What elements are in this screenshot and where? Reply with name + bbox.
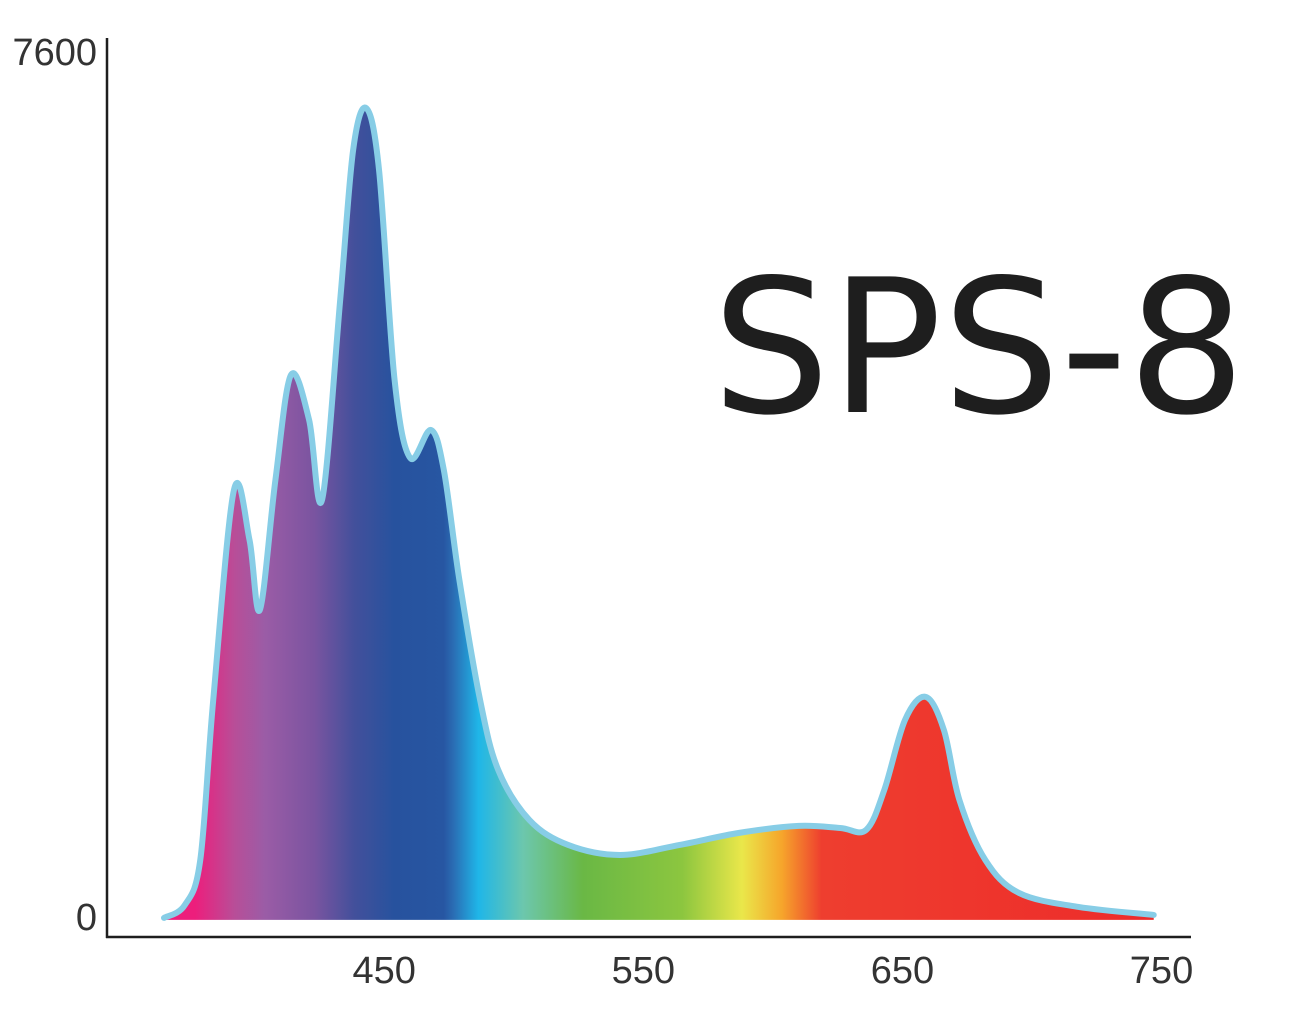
spectrum-line [161, 104, 1157, 921]
x-tick-label: 750 [1130, 950, 1193, 992]
y-tick-label: 7600 [12, 32, 97, 74]
x-tick-label: 650 [871, 950, 934, 992]
x-tick-label: 450 [353, 950, 416, 992]
spectrum-area [164, 107, 1154, 920]
chart-title: SPS-8 [712, 239, 1246, 456]
y-tick-label: 0 [76, 897, 97, 939]
x-tick-label: 550 [612, 950, 675, 992]
